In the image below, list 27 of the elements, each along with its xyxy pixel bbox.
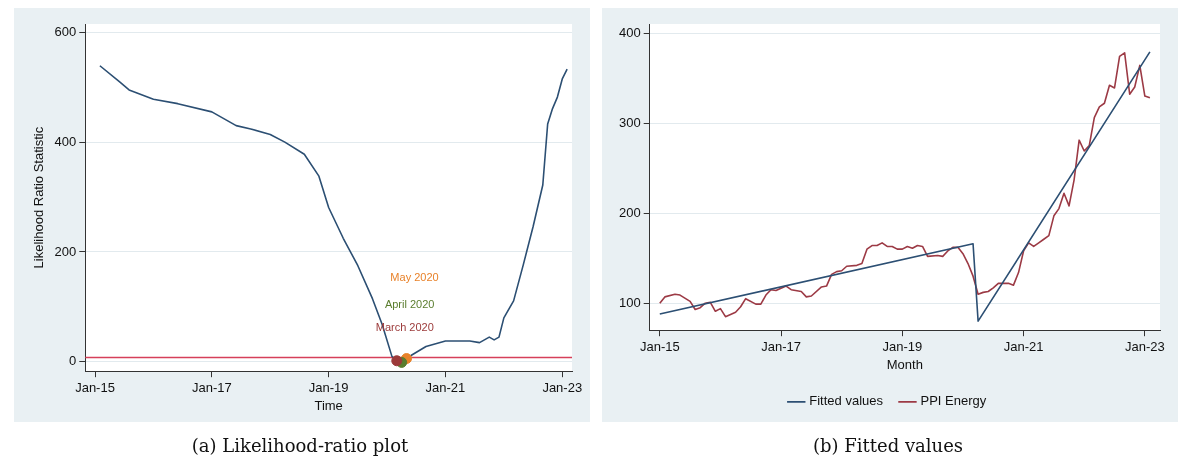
- y-tick-label: 100: [618, 294, 641, 310]
- x-tick-label: Jan-19: [882, 338, 923, 354]
- x-axis-title: Month: [886, 357, 923, 373]
- y-tick-label: 200: [618, 204, 641, 220]
- x-tick-label: Jan-23: [1124, 338, 1165, 354]
- x-tick-label: Jan-15: [75, 379, 115, 395]
- x-tick-label: Jan-21: [1003, 338, 1044, 354]
- x-tick-label: Jan-15: [639, 338, 680, 354]
- text: May 2020: [390, 270, 439, 283]
- text: April 2020: [384, 298, 435, 311]
- x-tick-label: Jan-17: [761, 338, 801, 354]
- text: (b) Fitted values: [812, 434, 964, 456]
- y-tick-label: 300: [618, 114, 641, 130]
- x-tick-label: Jan-23: [542, 379, 583, 395]
- legend-label: PPI Energy: [920, 393, 987, 409]
- text: (a) Likelihood-ratio plot: [191, 434, 409, 456]
- x-tick-label: Jan-17: [191, 379, 232, 395]
- legend-label: Fitted values: [809, 393, 884, 409]
- y-tick-label: 400: [618, 24, 641, 40]
- x-tick-label: Jan-21: [425, 379, 466, 395]
- y-axis-title: Likelihood Ratio Statistic: [31, 126, 47, 269]
- y-tick-label: 0: [69, 353, 77, 369]
- x-tick-label: Jan-19: [308, 379, 349, 395]
- y-tick-label: 200: [54, 243, 77, 259]
- x-axis-title: Time: [314, 398, 343, 414]
- y-tick-label: 600: [54, 23, 77, 39]
- y-tick-label: 400: [54, 133, 77, 149]
